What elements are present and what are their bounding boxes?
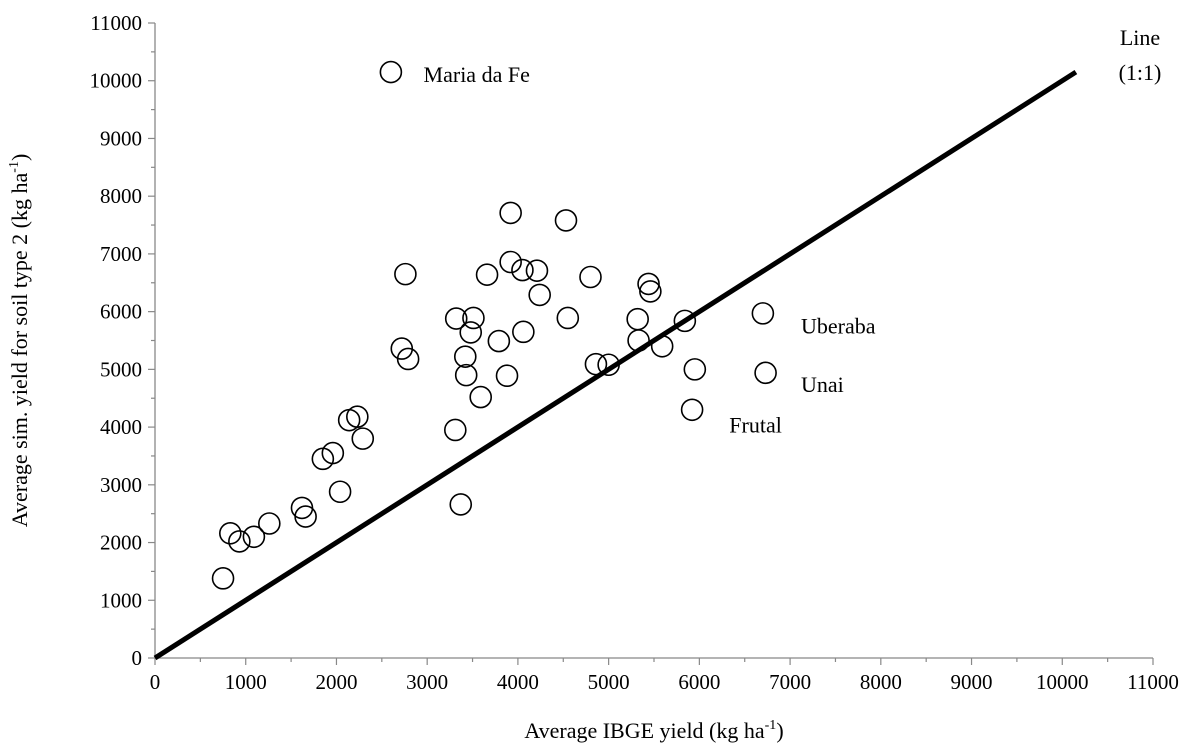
data-point xyxy=(499,201,522,225)
data-point xyxy=(211,567,235,590)
data-point xyxy=(525,259,549,282)
x-tick-label: 5000 xyxy=(588,670,630,694)
x-tick-label: 0 xyxy=(150,670,161,694)
data-point xyxy=(673,309,697,333)
data-point xyxy=(346,405,369,429)
data-point xyxy=(554,209,578,232)
x-tick-label: 4000 xyxy=(497,670,539,694)
y-tick-label: 5000 xyxy=(100,357,142,381)
data-point xyxy=(321,441,345,465)
data-point xyxy=(453,345,477,368)
data-point xyxy=(444,307,468,330)
data-point xyxy=(394,262,417,286)
data-point xyxy=(637,272,660,296)
data-point xyxy=(499,250,522,274)
data-point xyxy=(444,418,467,442)
x-tick-label: 9000 xyxy=(951,670,993,694)
data-point xyxy=(584,352,608,376)
y-tick-label: 4000 xyxy=(100,415,142,439)
data-point xyxy=(511,258,534,282)
y-tick-label: 8000 xyxy=(100,184,142,208)
data-point xyxy=(379,60,403,84)
y-axis-title: Average sim. yield for soil type 2 (kg h… xyxy=(7,154,32,528)
data-point xyxy=(512,320,535,344)
data-point xyxy=(449,493,473,516)
x-tick-label: 3000 xyxy=(406,670,448,694)
axis-titles: Average IBGE yield (kg ha-1) Average sim.… xyxy=(7,154,784,743)
data-point xyxy=(627,329,650,352)
data-point xyxy=(396,347,420,371)
x-tick-label: 7000 xyxy=(769,670,811,694)
y-tick-label: 6000 xyxy=(100,300,142,324)
data-point xyxy=(626,307,649,331)
data-point xyxy=(487,329,511,353)
y-tick-label: 9000 xyxy=(100,126,142,150)
point-annotation: Uberaba xyxy=(801,314,876,339)
x-tick-label: 10000 xyxy=(1036,670,1089,694)
data-point xyxy=(459,321,483,344)
data-point xyxy=(294,505,317,528)
data-point xyxy=(219,522,242,545)
data-point xyxy=(597,353,620,377)
data-point xyxy=(228,530,251,553)
y-tick-label: 10000 xyxy=(90,69,143,93)
y-tick-label: 2000 xyxy=(100,531,142,555)
point-annotation: Unai xyxy=(801,372,844,397)
reference-line-label-ratio: (1:1) xyxy=(1119,60,1162,85)
data-point xyxy=(639,280,662,303)
data-point xyxy=(351,427,375,450)
y-tick-label: 7000 xyxy=(100,242,142,266)
x-tick-label: 8000 xyxy=(860,670,902,694)
x-tick-label: 2000 xyxy=(315,670,357,694)
data-point xyxy=(475,263,499,286)
data-point xyxy=(454,363,478,387)
point-annotation: Frutal xyxy=(729,412,782,437)
data-point xyxy=(751,302,775,325)
one-to-one-line xyxy=(153,69,1078,661)
point-annotation: Maria da Fe xyxy=(424,62,530,87)
data-point xyxy=(462,306,485,330)
x-tick-label: 11000 xyxy=(1127,670,1179,694)
data-point xyxy=(754,361,777,385)
data-point xyxy=(556,306,580,330)
data-point xyxy=(328,480,352,504)
reference-line-label: Line xyxy=(1120,25,1160,50)
axes: 0 1000 2000 3000 4000 5000 6000 7000 8000 9000 100… xyxy=(90,11,1179,694)
reference-line-group: Line (1:1) xyxy=(153,25,1162,661)
y-tick-label: 1000 xyxy=(100,588,142,612)
data-point xyxy=(495,364,519,388)
annotations: Maria da Fe Uberaba Unai Frutal xyxy=(424,62,876,437)
y-tick-label: 11000 xyxy=(90,11,142,35)
data-point xyxy=(650,334,674,358)
data-points xyxy=(211,60,777,590)
x-axis-title: Average IBGE yield (kg ha-1) xyxy=(524,718,783,743)
x-tick-label: 1000 xyxy=(225,670,267,694)
data-point xyxy=(242,525,266,549)
data-point xyxy=(469,385,493,409)
y-tick-label: 3000 xyxy=(100,473,142,497)
data-point xyxy=(683,358,707,381)
x-tick-label: 6000 xyxy=(678,670,720,694)
data-point xyxy=(258,512,281,535)
data-point xyxy=(528,283,551,307)
data-point xyxy=(579,265,602,289)
y-tick-label: 0 xyxy=(132,646,143,670)
data-point xyxy=(680,398,704,422)
